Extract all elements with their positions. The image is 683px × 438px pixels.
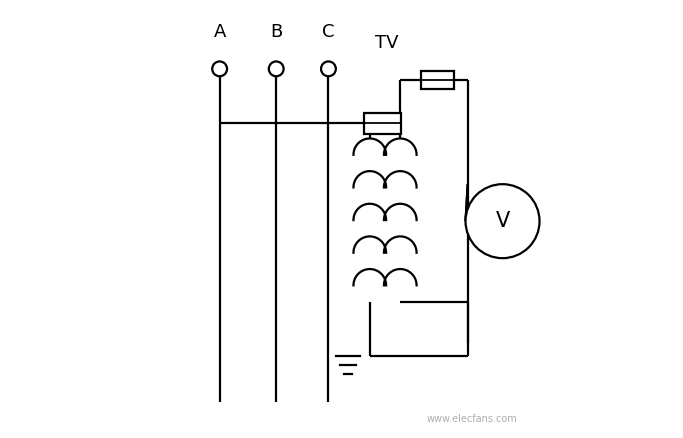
Circle shape (466, 184, 540, 258)
Bar (364, 113, 402, 134)
Text: A: A (214, 23, 226, 41)
Text: V: V (495, 211, 510, 231)
Text: B: B (270, 23, 282, 41)
Text: C: C (322, 23, 335, 41)
Text: www.elecfans.com: www.elecfans.com (427, 414, 518, 424)
Text: TV: TV (376, 34, 399, 52)
Bar (421, 71, 454, 89)
